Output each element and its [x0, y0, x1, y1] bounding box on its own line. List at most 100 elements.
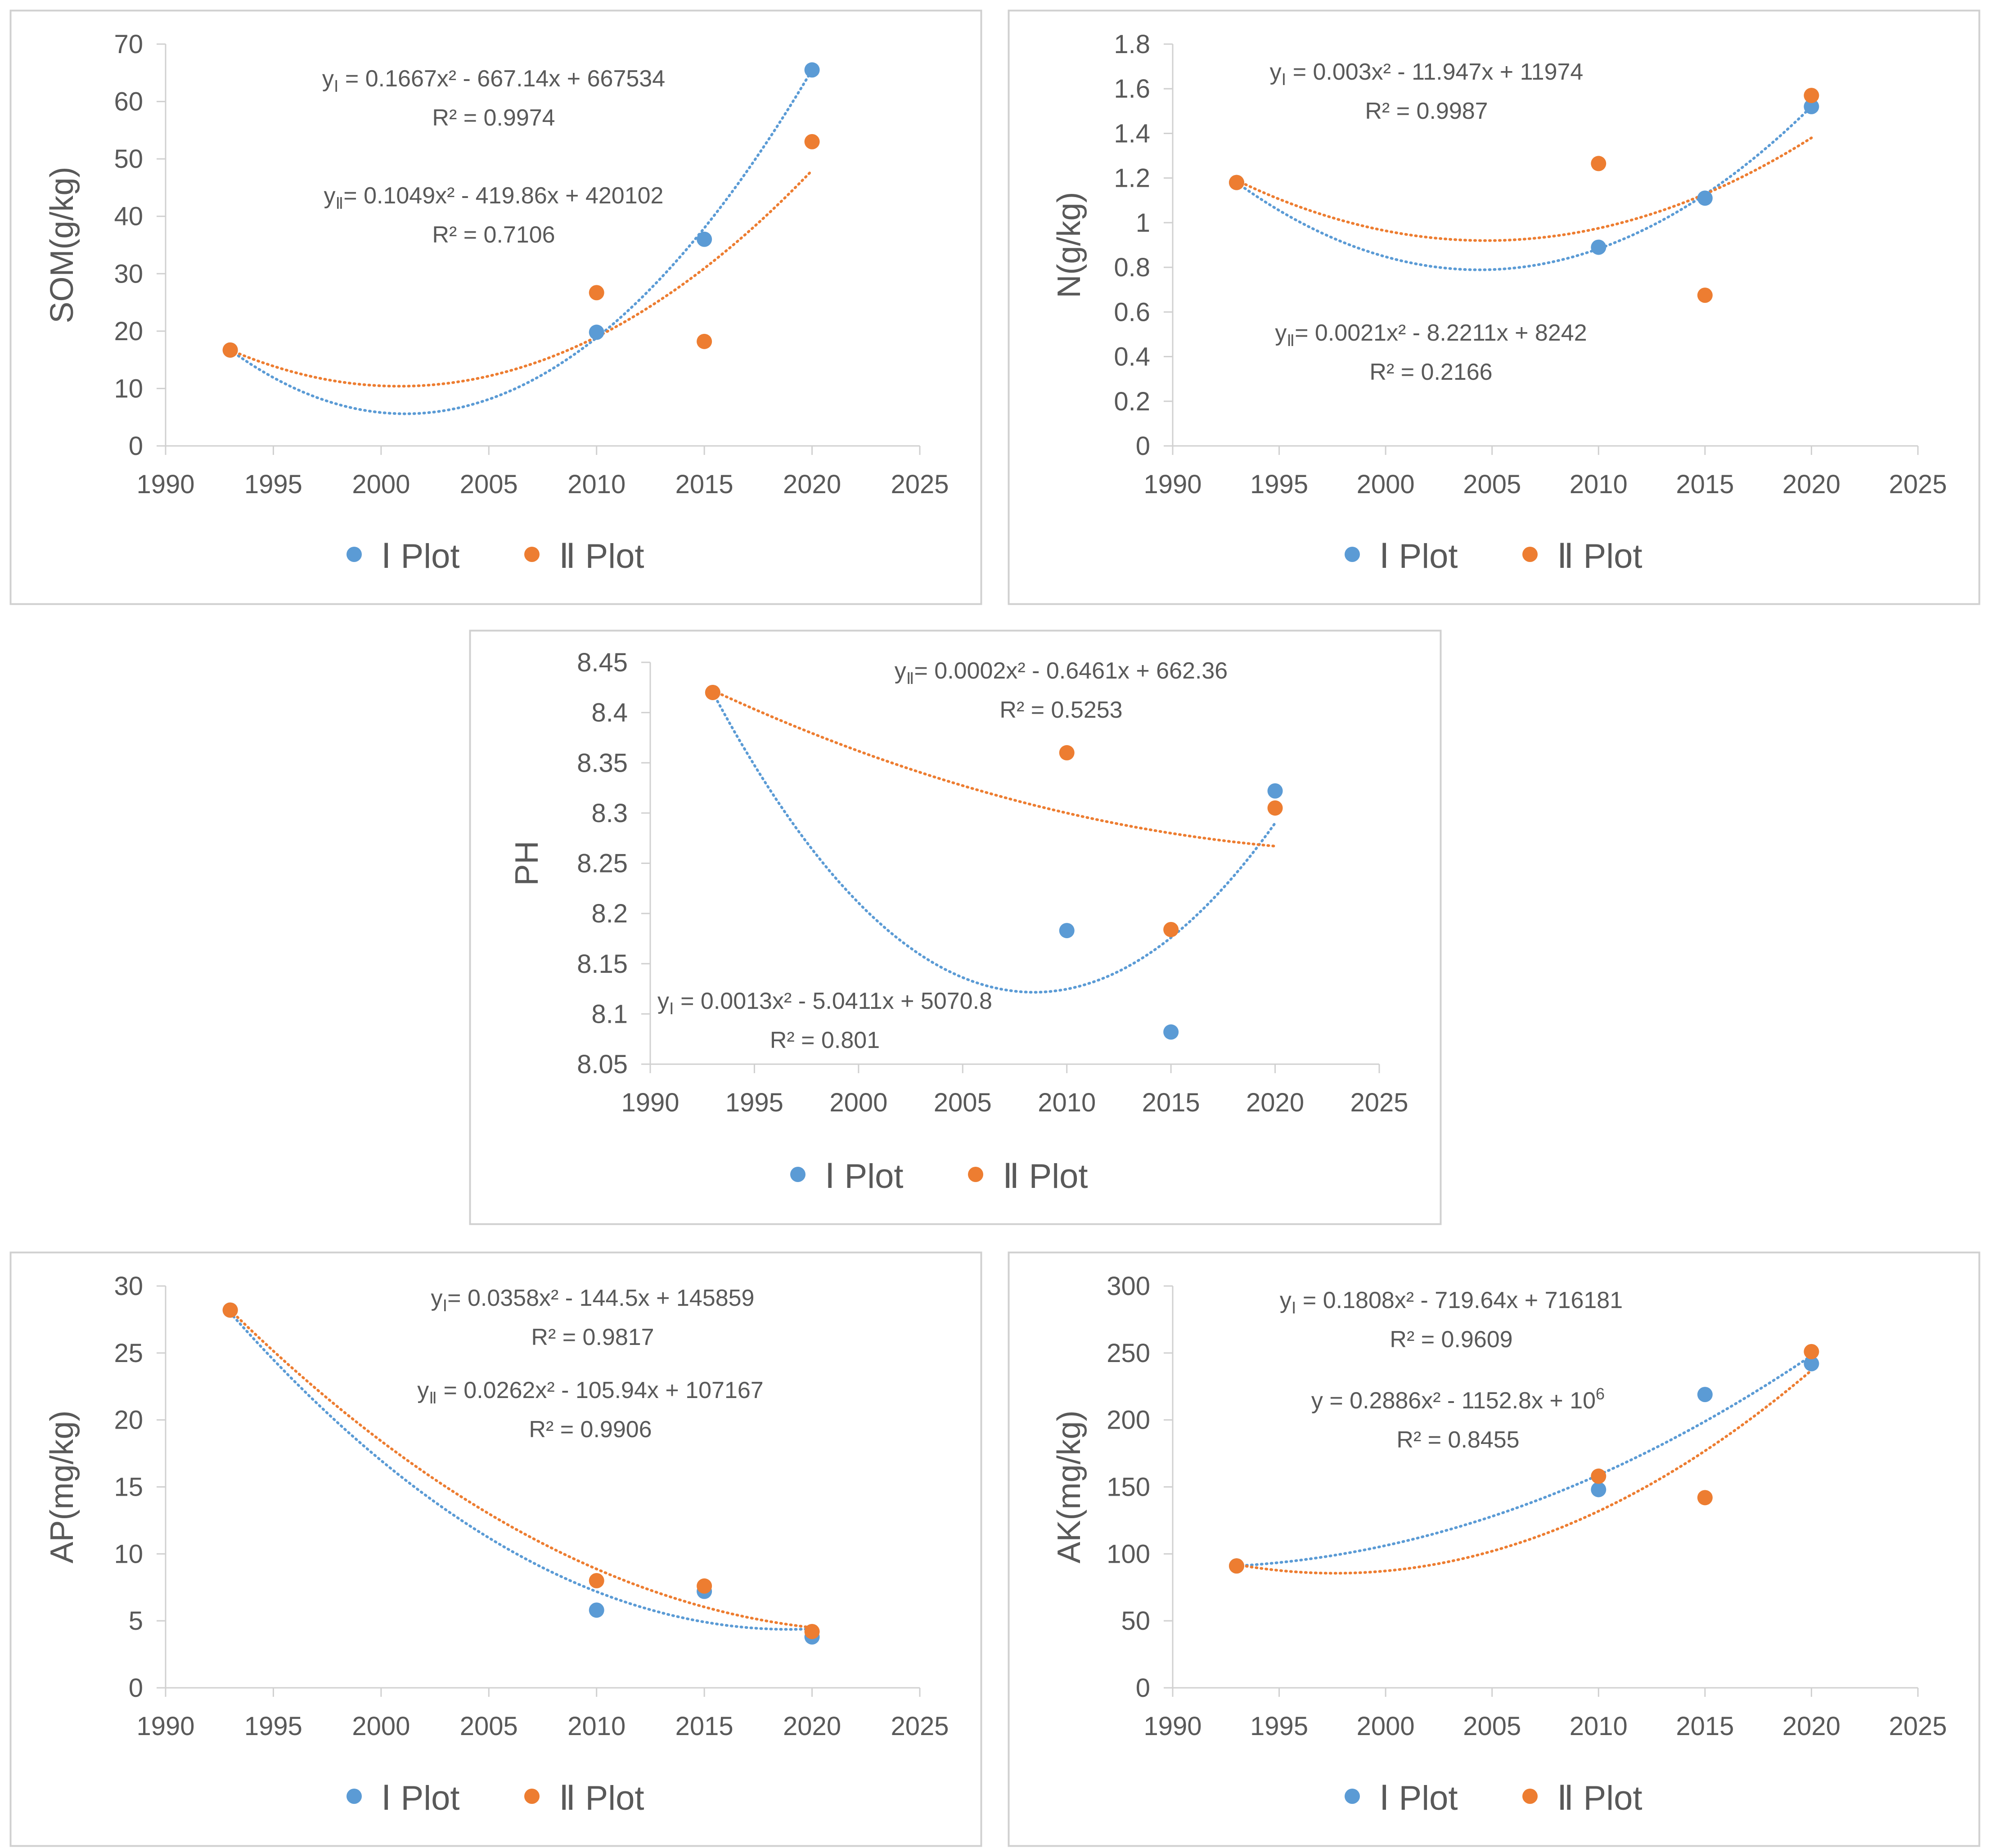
ak-y-tick-label: 150 [1107, 1473, 1150, 1502]
ak-y-axis-label: AK(mg/kg) [1051, 1410, 1087, 1563]
ph-equation-1-line-2: R² = 0.5253 [999, 697, 1122, 723]
ap-point-series2 [697, 1578, 712, 1594]
n-x-tick-label: 2015 [1676, 470, 1734, 499]
som-point-series2 [589, 285, 604, 301]
ak-point-series2 [1804, 1344, 1819, 1359]
ph-legend-marker-1 [790, 1167, 806, 1182]
ap-legend-label-2: Ⅱ Plot [559, 1779, 644, 1817]
ph-point-series2 [1267, 800, 1283, 816]
n-legend-marker-2 [1522, 547, 1538, 562]
ph-y-tick-label: 8.25 [577, 849, 628, 878]
n-x-tick-label: 2000 [1357, 470, 1415, 499]
ak-chart: 0 50 100 150 200 250 300 1990 1995 2000 2005 2010 20… [1008, 1251, 1980, 1847]
ph-y-tick-label: 8.45 [577, 648, 628, 677]
n-trendline-2 [1235, 136, 1813, 242]
ap-equation-1-line-1: yⅠ= 0.0358x² - 144.5x + 145859 [431, 1285, 755, 1315]
n-y-tick-label: 0 [1136, 432, 1150, 461]
ak-point-series1 [1591, 1482, 1606, 1497]
som-y-tick-label: 70 [114, 30, 143, 59]
n-y-tick-label: 1.2 [1114, 164, 1150, 193]
ak-y-tick-label: 100 [1107, 1539, 1150, 1569]
ap-equation-2-line-1: yⅡ = 0.0262x² - 105.94x + 107167 [417, 1377, 763, 1407]
ak-equation-1-line-1: yⅠ = 0.1808x² - 719.64x + 716181 [1280, 1287, 1623, 1317]
n-trendline-1 [1235, 105, 1813, 271]
ph-y-tick-label: 8.15 [577, 949, 628, 979]
ap-y-tick-label: 20 [114, 1406, 143, 1435]
ph-x-tick-label: 2025 [1350, 1088, 1408, 1117]
som-legend-marker-1 [346, 547, 362, 562]
ph-y-axis-label: PH [509, 841, 545, 886]
som-legend-label-1: Ⅰ Plot [381, 537, 460, 576]
ph-x-tick-label: 2010 [1038, 1088, 1096, 1117]
ph-x-tick-label: 1995 [725, 1088, 783, 1117]
ak-y-tick-label: 300 [1107, 1272, 1150, 1301]
ak-x-tick-label: 2000 [1357, 1712, 1415, 1741]
ph-trendline-1 [711, 691, 1277, 994]
ak-x-tick-label: 2015 [1676, 1712, 1734, 1741]
ap-x-tick-label: 2010 [567, 1712, 626, 1741]
ph-x-tick-label: 2020 [1246, 1088, 1304, 1117]
ph-legend-marker-2 [968, 1167, 983, 1182]
n-y-tick-label: 1.4 [1114, 119, 1150, 148]
som-x-tick-label: 2000 [352, 470, 410, 499]
ap-y-tick-label: 10 [114, 1539, 143, 1569]
ap-point-series2 [804, 1623, 820, 1639]
som-x-tick-label: 2020 [783, 470, 841, 499]
n-point-series2 [1697, 288, 1713, 303]
ak-point-series1 [1697, 1387, 1713, 1403]
n-y-tick-label: 0.4 [1114, 342, 1150, 372]
n-equation-2-line-1: yⅡ= 0.0021x² - 8.2211x + 8242 [1275, 320, 1587, 350]
som-y-tick-label: 40 [114, 202, 143, 231]
ak-equation-2-line-2: R² = 0.8455 [1396, 1427, 1519, 1453]
ap-x-tick-label: 2005 [460, 1712, 518, 1741]
som-point-series2 [222, 342, 238, 358]
som-point-series1 [804, 62, 820, 78]
ap-legend-label-1: Ⅰ Plot [381, 1779, 460, 1817]
ap-y-tick-label: 25 [114, 1339, 143, 1368]
n-y-tick-label: 0.6 [1114, 297, 1150, 327]
ak-point-series2 [1697, 1490, 1713, 1506]
ph-equation-2-line-2: R² = 0.801 [770, 1027, 880, 1053]
som-x-tick-label: 2005 [460, 470, 518, 499]
som-x-tick-label: 2025 [891, 470, 949, 499]
ph-y-tick-label: 8.3 [591, 799, 628, 828]
ap-y-tick-label: 30 [114, 1272, 143, 1301]
som-x-tick-label: 1995 [244, 470, 302, 499]
n-equation-1-line-1: yⅠ = 0.003x² - 11.947x + 11974 [1270, 59, 1584, 89]
som-x-tick-label: 2010 [567, 470, 626, 499]
n-y-tick-label: 1 [1136, 208, 1150, 238]
n-y-tick-label: 0.8 [1114, 253, 1150, 282]
ak-legend-marker-1 [1345, 1789, 1360, 1804]
ap-legend-marker-1 [346, 1789, 362, 1804]
n-equation-2-line-2: R² = 0.2166 [1369, 359, 1492, 385]
ap-y-tick-label: 0 [129, 1673, 143, 1703]
n-x-tick-label: 2025 [1889, 470, 1947, 499]
ap-y-tick-label: 5 [129, 1606, 143, 1636]
ak-legend-label-2: Ⅱ Plot [1557, 1779, 1642, 1817]
ap-trendline-2 [229, 1308, 814, 1629]
n-x-tick-label: 1990 [1143, 470, 1202, 499]
som-point-series2 [804, 134, 820, 149]
n-x-tick-label: 2020 [1782, 470, 1840, 499]
som-legend-label-2: Ⅱ Plot [559, 537, 644, 576]
ap-x-tick-label: 1990 [136, 1712, 194, 1741]
ak-trendline-1 [1235, 1354, 1813, 1568]
ph-x-tick-label: 2015 [1142, 1088, 1200, 1117]
n-x-tick-label: 2005 [1463, 470, 1521, 499]
ph-trendline-2 [711, 689, 1277, 848]
n-chart: 0 0.2 0.4 0.6 0.8 1 1.2 1.4 1.6 1.8 1990 1995 2000 20… [1008, 9, 1980, 605]
som-trendline-1 [229, 68, 814, 415]
som-chart: 0 10 20 30 40 50 60 70 1990 1995 2000 2005 2010 2015 2… [9, 9, 982, 605]
som-trendline-2 [229, 169, 814, 388]
ak-point-series1 [1804, 1356, 1819, 1371]
som-x-tick-label: 1990 [136, 470, 194, 499]
n-legend-marker-1 [1345, 547, 1360, 562]
ap-point-series2 [222, 1302, 238, 1318]
ph-equation-1-line-1: yⅡ= 0.0002x² - 0.6461x + 662.36 [895, 658, 1228, 688]
ak-equation-1-line-2: R² = 0.9609 [1390, 1326, 1512, 1353]
ak-y-tick-label: 50 [1121, 1606, 1150, 1636]
n-y-tick-label: 1.8 [1114, 30, 1150, 59]
som-y-tick-label: 30 [114, 259, 143, 288]
ph-x-tick-label: 1990 [621, 1088, 679, 1117]
n-chart-panel: 0 0.2 0.4 0.6 0.8 1 1.2 1.4 1.6 1.8 1990 1995 2000 20… [1008, 9, 1980, 605]
